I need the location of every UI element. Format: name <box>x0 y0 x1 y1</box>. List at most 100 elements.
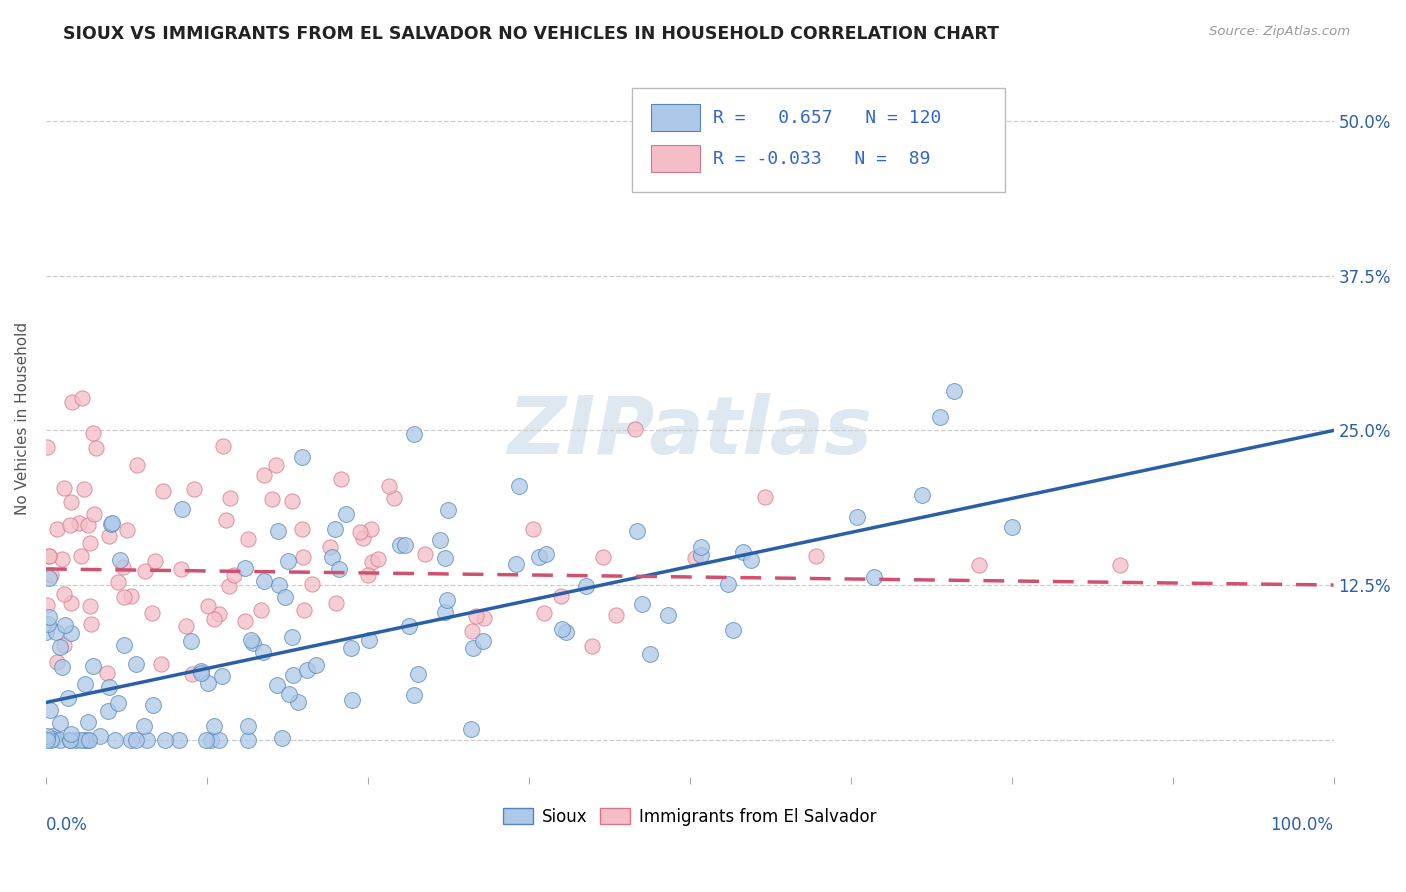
Point <box>460 722 482 736</box>
Point <box>529 549 551 564</box>
Point <box>242 635 264 649</box>
FancyBboxPatch shape <box>631 88 1005 193</box>
Point <box>605 607 627 622</box>
Point <box>183 482 205 496</box>
Point <box>281 494 304 508</box>
Point <box>134 718 156 732</box>
Point <box>360 555 382 569</box>
Point <box>1001 520 1024 534</box>
Point <box>51 552 73 566</box>
Point <box>260 492 283 507</box>
Point <box>846 510 869 524</box>
Point <box>406 667 429 681</box>
Point <box>967 558 990 573</box>
Point <box>75 732 97 747</box>
Point <box>1109 558 1132 573</box>
Point <box>267 578 290 592</box>
Point <box>97 529 120 543</box>
Point <box>59 727 82 741</box>
Point <box>35 440 58 454</box>
Point <box>69 732 91 747</box>
Point <box>522 522 544 536</box>
Point <box>59 732 82 747</box>
Point <box>60 495 83 509</box>
Point <box>72 391 94 405</box>
Point <box>240 632 263 647</box>
Point <box>124 732 146 747</box>
Point <box>740 553 762 567</box>
Point <box>46 655 69 669</box>
Point <box>575 579 598 593</box>
Point <box>111 559 134 574</box>
Point <box>581 639 603 653</box>
Point <box>352 532 374 546</box>
Point <box>626 524 648 538</box>
Point <box>53 481 76 495</box>
Point <box>134 564 156 578</box>
Text: ZIPatlas: ZIPatlas <box>508 393 872 472</box>
Point <box>96 666 118 681</box>
Point <box>42 729 65 743</box>
Point <box>104 732 127 747</box>
Point <box>39 568 62 582</box>
Point <box>281 630 304 644</box>
Point <box>219 491 242 506</box>
Point <box>717 577 740 591</box>
Point <box>39 703 62 717</box>
Point <box>207 607 229 622</box>
Point <box>238 732 260 747</box>
Point <box>274 590 297 604</box>
Point <box>339 640 361 655</box>
Point <box>45 625 67 640</box>
Point <box>208 732 231 747</box>
Point <box>657 607 679 622</box>
Point <box>60 626 83 640</box>
Point <box>321 549 343 564</box>
Point <box>84 441 107 455</box>
Point <box>252 468 274 483</box>
Point <box>59 732 82 747</box>
Point <box>335 508 357 522</box>
Point <box>624 422 647 436</box>
Point <box>436 503 458 517</box>
Point <box>278 687 301 701</box>
Point <box>75 677 97 691</box>
Y-axis label: No Vehicles in Household: No Vehicles in Household <box>15 321 30 515</box>
Point <box>35 732 58 747</box>
Point <box>100 517 122 532</box>
Point <box>202 719 225 733</box>
Point <box>65 732 87 747</box>
Point <box>754 490 776 504</box>
Point <box>287 695 309 709</box>
Point <box>291 522 314 536</box>
Point <box>685 550 707 565</box>
Point <box>253 574 276 588</box>
Point <box>38 549 60 564</box>
Point <box>733 545 755 559</box>
Point <box>52 639 75 653</box>
Point <box>328 562 350 576</box>
Point <box>472 611 495 625</box>
Point <box>690 541 713 555</box>
Point <box>394 538 416 552</box>
Point <box>721 623 744 637</box>
Text: 100.0%: 100.0% <box>1271 816 1333 834</box>
Point <box>107 574 129 589</box>
Point <box>79 536 101 550</box>
Text: Source: ZipAtlas.com: Source: ZipAtlas.com <box>1209 25 1350 38</box>
Point <box>180 666 202 681</box>
Point <box>863 570 886 584</box>
Point <box>349 524 371 539</box>
Point <box>53 618 76 632</box>
Point <box>689 548 711 562</box>
Point <box>461 640 484 655</box>
Point <box>330 472 353 486</box>
Point <box>52 586 75 600</box>
Point <box>389 538 412 552</box>
Point <box>35 598 58 612</box>
Point <box>80 616 103 631</box>
Point <box>60 595 83 609</box>
Point <box>291 450 314 465</box>
Point <box>39 732 62 747</box>
Point <box>505 557 527 571</box>
